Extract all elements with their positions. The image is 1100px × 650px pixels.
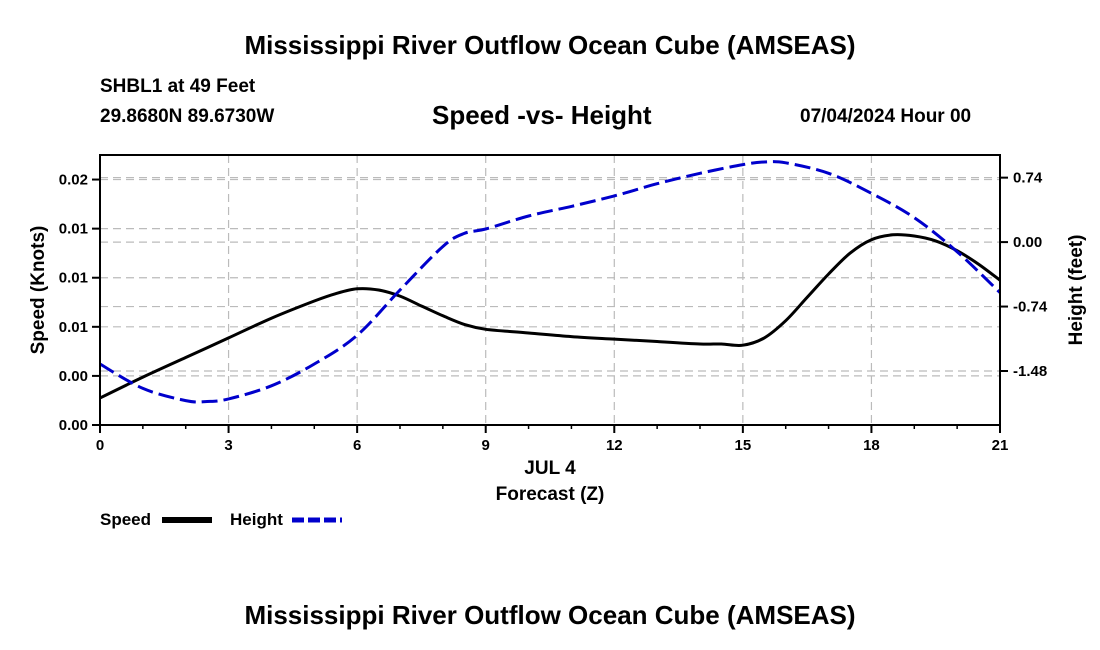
y-tick-label: 0.00	[59, 368, 88, 385]
y-tick-label: 0.01	[59, 270, 88, 287]
series-line-height	[99, 160, 1002, 404]
x-tick-label: 21	[992, 437, 1009, 454]
x-tick-label: 3	[224, 437, 232, 454]
coordinates-label: 29.8680N 89.6730W	[100, 106, 275, 127]
y2-tick-label: -0.74	[1013, 299, 1048, 316]
y2-axis-title: Height (feet)	[1066, 235, 1087, 346]
x-axis-date-label: JUL 4	[524, 458, 576, 479]
y-tick-label: 0.01	[59, 221, 88, 238]
y2-tick-label: 0.74	[1013, 170, 1043, 187]
y-tick-label: 0.02	[59, 172, 88, 189]
legend-height-label: Height	[230, 510, 283, 529]
y2-tick-label: -1.48	[1013, 363, 1047, 380]
chart-main-title: Mississippi River Outflow Ocean Cube (AM…	[244, 30, 856, 60]
y-tick-label: 0.01	[59, 319, 88, 336]
series-line-speed	[99, 233, 1001, 400]
x-axis-title: Forecast (Z)	[496, 484, 605, 505]
legend: Speed Height	[100, 510, 342, 529]
y-axis-title: Speed (Knots)	[28, 226, 49, 355]
bottom-title: Mississippi River Outflow Ocean Cube (AM…	[244, 600, 856, 630]
x-tick-label: 0	[96, 437, 104, 454]
x-tick-label: 18	[863, 437, 880, 454]
date-label: 07/04/2024 Hour 00	[800, 106, 972, 127]
x-tick-label: 6	[353, 437, 361, 454]
data-series	[99, 160, 1002, 404]
grid-lines	[100, 155, 1000, 425]
x-tick-label: 9	[482, 437, 490, 454]
x-tick-label: 12	[606, 437, 623, 454]
tick-labels: 0 3 6 9 12 15 18 21 0.00 0.00 0.01 0.01 0.01 0.02 -1.4…	[59, 170, 1048, 454]
plot-frame	[99, 154, 1001, 426]
axis-ticks	[92, 176, 1008, 433]
chart-subtitle: Speed -vs- Height	[432, 100, 652, 130]
x-tick-label: 15	[735, 437, 752, 454]
legend-speed-label: Speed	[100, 510, 151, 529]
y2-tick-label: 0.00	[1013, 234, 1042, 251]
station-label: SHBL1 at 49 Feet	[100, 76, 256, 97]
y-tick-label: 0.00	[59, 417, 88, 434]
